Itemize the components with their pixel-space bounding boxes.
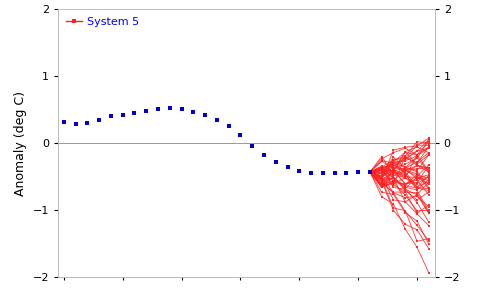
Y-axis label: Anomaly (deg C): Anomaly (deg C) [14,91,27,196]
Legend: System 5: System 5 [64,14,141,29]
